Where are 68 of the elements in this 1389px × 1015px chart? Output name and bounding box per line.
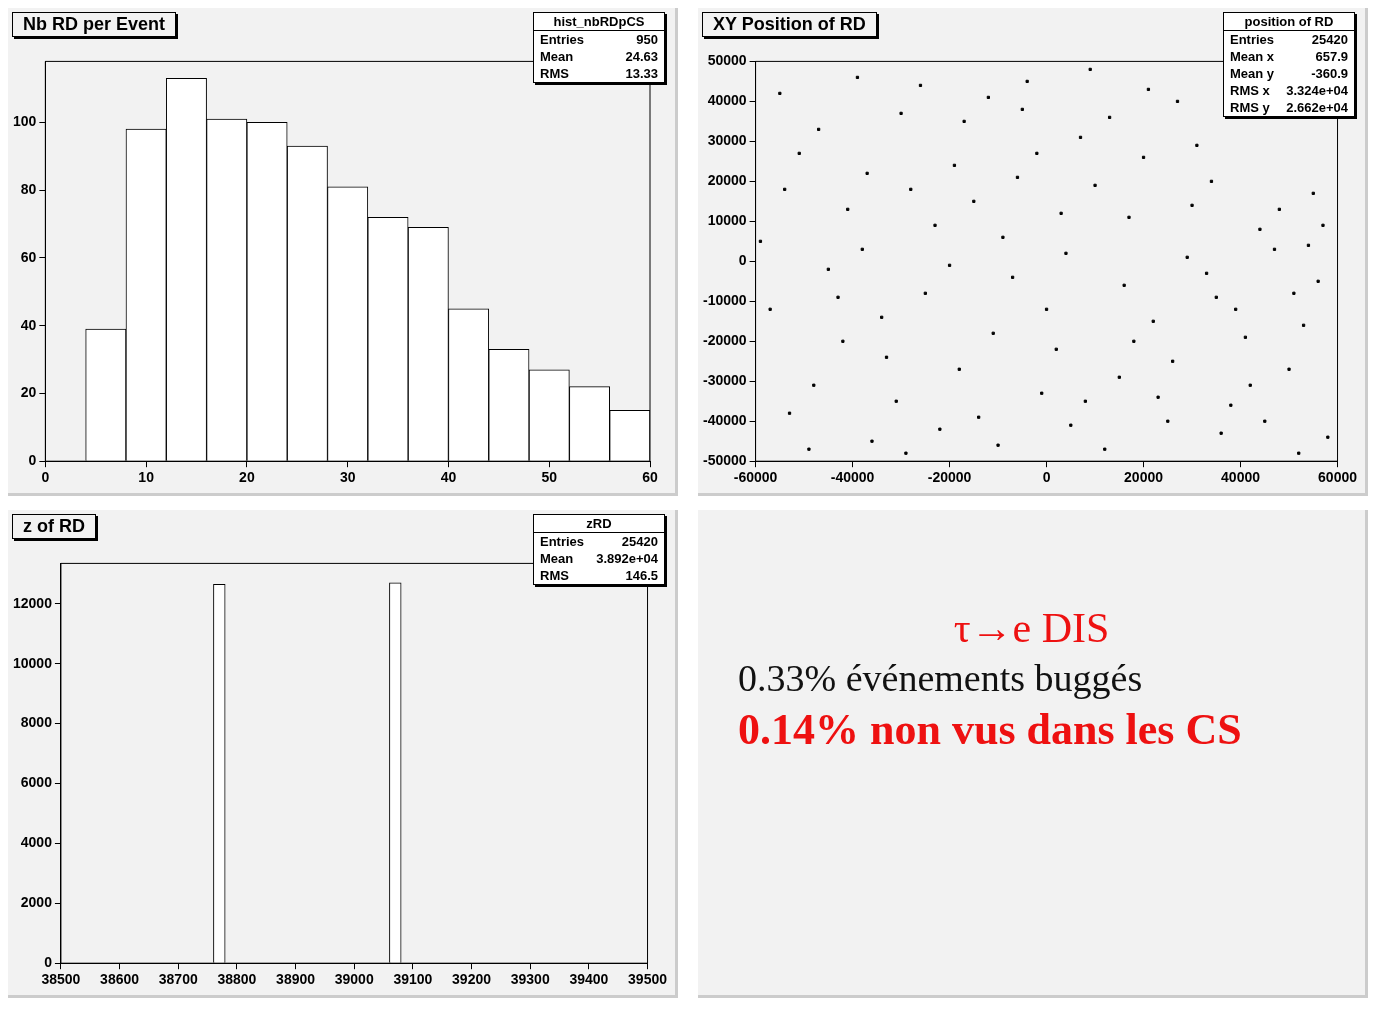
text: RMS x 3.324e+04 — [1230, 83, 1348, 98]
x-tick-label: 39200 — [452, 971, 492, 988]
x-tick-label: 10 — [138, 469, 155, 486]
x-tick-label: 39000 — [334, 971, 374, 988]
x-tick-label: 20 — [239, 469, 255, 486]
y-tick-label: 10000 — [707, 212, 747, 229]
text: Mean y -360.9 — [1230, 66, 1348, 81]
y-tick-label: 60 — [20, 248, 37, 265]
y-tick-label: 8000 — [20, 714, 53, 731]
y-tick-label: 0 — [738, 252, 747, 269]
x-tick-label: 0 — [1042, 469, 1051, 486]
x-tick-label: 20000 — [1124, 469, 1164, 486]
text: Entries 25420 — [540, 534, 658, 549]
chart-title: Nb RD per Event — [12, 12, 177, 37]
y-tick-label: 0 — [44, 954, 53, 971]
text: 0.33% événements buggés — [738, 656, 1144, 700]
chart-title: z of RD — [12, 514, 96, 539]
chart-title: XY Position of RD — [702, 12, 877, 37]
x-tick-label: 38900 — [276, 971, 316, 988]
text: RMS 13.33 — [540, 66, 658, 81]
y-tick-label: 20000 — [707, 172, 747, 189]
text: τ→e DIS — [952, 604, 1111, 652]
y-tick-label: -20000 — [703, 332, 747, 349]
x-tick-label: 40 — [440, 469, 457, 486]
text: Mean 24.63 — [540, 49, 658, 64]
x-tick-label: 50 — [541, 469, 558, 486]
text: Mean x 657.9 — [1230, 49, 1348, 64]
text: zRD — [534, 515, 664, 533]
text: position of RD — [1224, 13, 1354, 31]
y-tick-label: 6000 — [20, 774, 53, 791]
y-tick-label: -10000 — [703, 292, 747, 309]
x-tick-label: 40000 — [1221, 469, 1261, 486]
x-tick-label: -60000 — [733, 469, 778, 486]
x-tick-label: 39100 — [393, 971, 433, 988]
x-tick-label: 60 — [642, 469, 658, 486]
y-tick-label: 40 — [20, 316, 37, 333]
x-tick-label: 39300 — [510, 971, 550, 988]
x-tick-label: 38600 — [100, 971, 140, 988]
y-tick-label: 40000 — [707, 92, 747, 109]
y-tick-label: 50000 — [707, 52, 747, 69]
y-tick-label: 100 — [13, 113, 37, 130]
text: RMS 146.5 — [540, 568, 658, 583]
y-tick-label: -40000 — [703, 412, 747, 429]
x-tick-label: -20000 — [927, 469, 972, 486]
y-tick-label: 12000 — [12, 594, 53, 611]
y-tick-label: 30000 — [707, 132, 747, 149]
y-tick-label: 0 — [28, 452, 37, 469]
text: 0.14% non vus dans les CS — [738, 704, 1243, 755]
x-tick-label: 38500 — [41, 971, 81, 988]
x-tick-label: 60000 — [1318, 469, 1358, 486]
y-tick-label: -50000 — [703, 452, 747, 469]
text: Entries 25420 — [1230, 32, 1348, 47]
y-tick-label: 4000 — [20, 834, 53, 851]
text: Entries 950 — [540, 32, 658, 47]
y-tick-label: 20 — [20, 384, 37, 401]
x-tick-label: -40000 — [830, 469, 875, 486]
y-tick-label: 10000 — [12, 654, 53, 671]
x-tick-label: 30 — [339, 469, 356, 486]
x-tick-label: 39500 — [628, 971, 668, 988]
x-tick-label: 38800 — [217, 971, 257, 988]
text: hist_nbRDpCS — [534, 13, 664, 31]
y-tick-label: 80 — [20, 181, 37, 198]
y-tick-label: -30000 — [703, 372, 747, 389]
x-tick-label: 39400 — [569, 971, 609, 988]
x-tick-label: 38700 — [158, 971, 198, 988]
y-tick-label: 2000 — [20, 894, 53, 911]
text: RMS y 2.662e+04 — [1230, 100, 1348, 115]
text: Mean 3.892e+04 — [540, 551, 658, 566]
